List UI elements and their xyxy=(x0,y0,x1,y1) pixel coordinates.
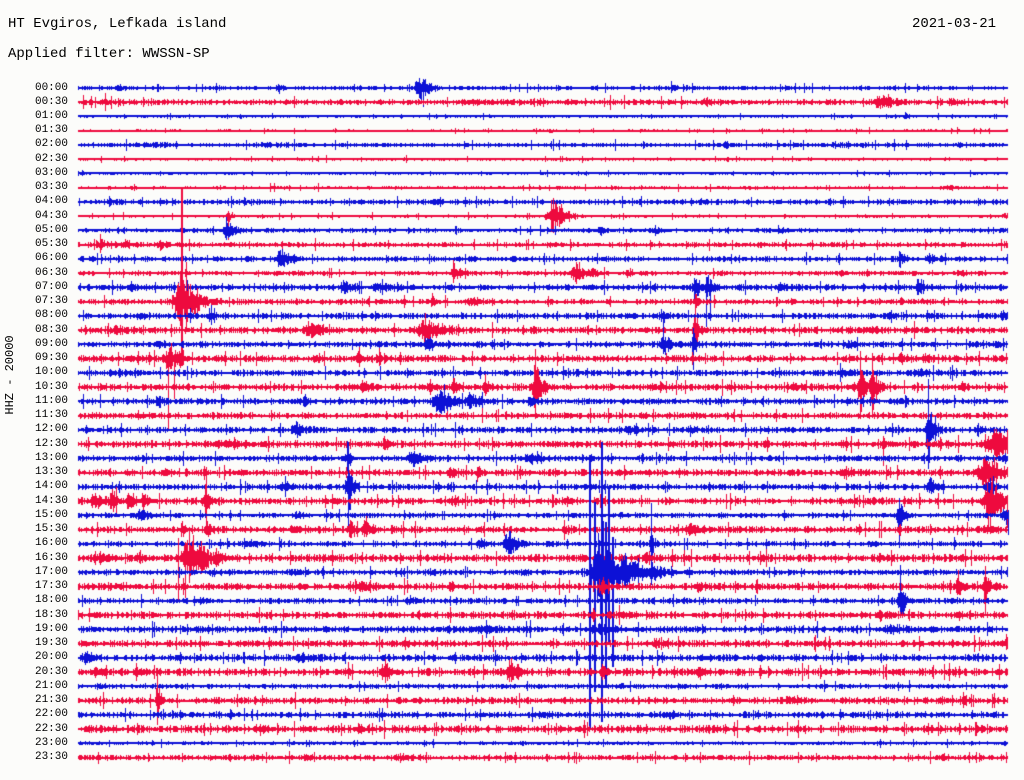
row-time-label: 05:00 xyxy=(34,223,68,236)
row-time-label: 07:00 xyxy=(34,280,68,293)
row-time-label: 17:30 xyxy=(34,580,68,593)
row-time-label: 06:00 xyxy=(34,252,68,265)
row-time-label: 05:30 xyxy=(34,238,68,251)
row-time-label: 21:30 xyxy=(34,694,68,707)
row-time-label: 23:30 xyxy=(34,751,68,764)
row-time-label: 17:00 xyxy=(34,565,68,578)
row-time-label: 08:30 xyxy=(34,323,68,336)
row-time-label: 22:30 xyxy=(34,722,68,735)
row-time-label: 06:30 xyxy=(34,266,68,279)
row-time-label: 12:00 xyxy=(34,423,68,436)
row-time-label: 21:00 xyxy=(34,679,68,692)
row-time-label: 03:30 xyxy=(34,181,68,194)
row-time-label: 14:00 xyxy=(34,480,68,493)
row-time-label: 23:00 xyxy=(34,736,68,749)
row-time-label: 14:30 xyxy=(34,494,68,507)
row-time-label: 10:30 xyxy=(34,380,68,393)
row-time-label: 22:00 xyxy=(34,708,68,721)
row-time-label: 13:30 xyxy=(34,466,68,479)
row-time-label: 16:00 xyxy=(34,537,68,550)
record-date: 2021-03-21 xyxy=(911,16,996,32)
row-time-label: 08:00 xyxy=(34,309,68,322)
station-title: HT Evgiros, Lefkada island xyxy=(8,16,227,32)
row-time-label: 09:00 xyxy=(34,337,68,350)
row-time-label: 00:30 xyxy=(34,95,68,108)
row-time-label: 11:30 xyxy=(34,409,68,422)
filter-line: Applied filter: WWSSN-SP xyxy=(8,46,210,62)
time-axis: 00:00 00:30 01:00 01:30 02:00 02:30 03:00 03:30… xyxy=(0,0,74,780)
row-time-label: 13:00 xyxy=(34,451,68,464)
row-time-label: 15:00 xyxy=(34,508,68,521)
row-time-label: 15:30 xyxy=(34,523,68,536)
row-time-label: 19:00 xyxy=(34,622,68,635)
row-time-label: 04:30 xyxy=(34,209,68,222)
row-time-label: 04:00 xyxy=(34,195,68,208)
row-time-label: 20:30 xyxy=(34,665,68,678)
row-time-label: 20:00 xyxy=(34,651,68,664)
row-time-label: 18:00 xyxy=(34,594,68,607)
row-time-label: 12:30 xyxy=(34,437,68,450)
row-time-label: 10:00 xyxy=(34,366,68,379)
row-time-label: 09:30 xyxy=(34,352,68,365)
row-time-label: 11:00 xyxy=(34,394,68,407)
row-time-label: 01:00 xyxy=(34,109,68,122)
row-time-label: 00:00 xyxy=(34,81,68,94)
row-time-label: 03:00 xyxy=(34,166,68,179)
row-time-label: 19:30 xyxy=(34,637,68,650)
row-time-label: 07:30 xyxy=(34,295,68,308)
row-time-label: 18:30 xyxy=(34,608,68,621)
row-time-label: 02:30 xyxy=(34,152,68,165)
row-time-label: 16:30 xyxy=(34,551,68,564)
row-time-label: 02:00 xyxy=(34,138,68,151)
row-time-label: 01:30 xyxy=(34,124,68,137)
